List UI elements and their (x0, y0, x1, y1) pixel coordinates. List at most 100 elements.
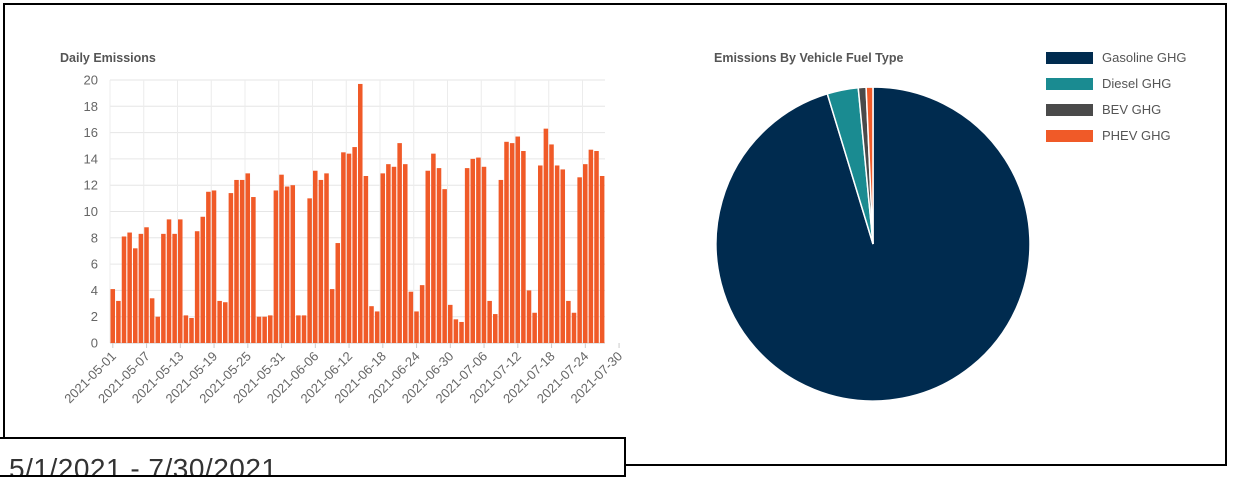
bar[interactable] (504, 141, 509, 343)
bar[interactable] (425, 170, 431, 343)
bar[interactable] (566, 300, 571, 343)
date-range-text: s: 5/1/2021 - 7/30/2021 (0, 453, 278, 477)
bar-chart-x-axis: 2021-05-012021-05-072021-05-132021-05-19… (61, 343, 625, 406)
bar[interactable] (172, 233, 177, 343)
bar[interactable] (239, 179, 245, 343)
bar[interactable] (408, 291, 414, 343)
bar[interactable] (599, 175, 605, 343)
bar[interactable] (442, 189, 447, 343)
bar[interactable] (448, 304, 453, 343)
bar[interactable] (498, 179, 504, 343)
bar[interactable] (374, 311, 380, 343)
bar[interactable] (189, 318, 194, 343)
bar[interactable] (538, 165, 543, 343)
y-tick-label: 20 (84, 73, 98, 88)
bar[interactable] (594, 151, 599, 343)
bar[interactable] (284, 186, 290, 343)
bar[interactable] (509, 143, 515, 343)
bar[interactable] (369, 306, 374, 343)
bar[interactable] (341, 152, 346, 343)
bar[interactable] (363, 175, 369, 343)
bar[interactable] (138, 233, 144, 343)
bar[interactable] (256, 316, 262, 343)
bar[interactable] (133, 248, 138, 343)
bar[interactable] (279, 174, 284, 343)
bar[interactable] (121, 236, 127, 343)
bar[interactable] (234, 179, 239, 343)
bar[interactable] (228, 193, 234, 343)
bar[interactable] (223, 302, 228, 343)
bar[interactable] (217, 300, 222, 343)
date-range-box: s: 5/1/2021 - 7/30/2021 (0, 437, 626, 477)
bar[interactable] (262, 316, 267, 343)
bar[interactable] (144, 227, 149, 343)
bar[interactable] (386, 164, 391, 343)
bar[interactable] (268, 315, 273, 343)
bar[interactable] (560, 169, 566, 343)
bar[interactable] (419, 285, 425, 343)
bar[interactable] (493, 314, 498, 343)
bar[interactable] (532, 312, 537, 343)
bar[interactable] (515, 136, 521, 343)
bar[interactable] (453, 319, 459, 343)
bar-chart-y-axis: 0 2 4 6 8 10 12 14 16 18 20 (84, 73, 98, 351)
bar[interactable] (166, 219, 172, 343)
bar[interactable] (178, 219, 183, 343)
y-tick-label: 14 (84, 151, 98, 166)
bar[interactable] (588, 149, 594, 343)
bar[interactable] (583, 164, 588, 343)
bar[interactable] (470, 158, 476, 343)
bar[interactable] (313, 170, 318, 343)
bar[interactable] (200, 216, 206, 343)
legend-swatch-diesel (1046, 78, 1093, 90)
bar[interactable] (127, 232, 132, 343)
bar[interactable] (521, 151, 526, 343)
bar[interactable] (301, 315, 307, 343)
bar[interactable] (161, 233, 166, 343)
bar[interactable] (436, 168, 442, 343)
bar[interactable] (194, 231, 200, 343)
bar[interactable] (110, 289, 116, 343)
bar[interactable] (577, 177, 582, 343)
bar[interactable] (464, 168, 470, 343)
bar[interactable] (296, 315, 301, 343)
bar[interactable] (273, 190, 279, 343)
bar[interactable] (554, 165, 560, 343)
legend-swatch-phev (1046, 130, 1093, 142)
y-tick-label: 6 (91, 257, 98, 272)
bar[interactable] (206, 191, 211, 343)
bar[interactable] (290, 185, 296, 343)
pie-slice-phev[interactable] (865, 86, 874, 245)
bar[interactable] (346, 153, 352, 343)
bar[interactable] (397, 143, 402, 343)
bar[interactable] (481, 166, 487, 343)
bar[interactable] (335, 243, 341, 343)
bar[interactable] (459, 321, 464, 343)
bar[interactable] (543, 128, 549, 343)
legend-swatch-bev (1046, 104, 1093, 116)
bar[interactable] (403, 164, 408, 343)
bar[interactable] (116, 300, 121, 343)
bar[interactable] (487, 300, 492, 343)
bar[interactable] (245, 173, 251, 343)
bar[interactable] (183, 315, 189, 343)
bar[interactable] (380, 173, 386, 343)
bar[interactable] (352, 147, 357, 343)
bar[interactable] (149, 298, 155, 343)
bar[interactable] (318, 179, 324, 343)
bar[interactable] (391, 166, 397, 343)
bar[interactable] (251, 197, 256, 343)
bar[interactable] (155, 316, 161, 343)
bar[interactable] (414, 311, 419, 343)
bar[interactable] (307, 198, 312, 343)
bar[interactable] (571, 312, 577, 343)
y-tick-label: 18 (84, 99, 98, 114)
bar[interactable] (549, 144, 554, 343)
bar[interactable] (329, 289, 335, 343)
bar[interactable] (324, 173, 329, 343)
bar[interactable] (526, 290, 532, 343)
bar[interactable] (358, 83, 363, 343)
bar[interactable] (431, 153, 436, 343)
bar[interactable] (476, 157, 481, 343)
bar[interactable] (211, 190, 217, 343)
